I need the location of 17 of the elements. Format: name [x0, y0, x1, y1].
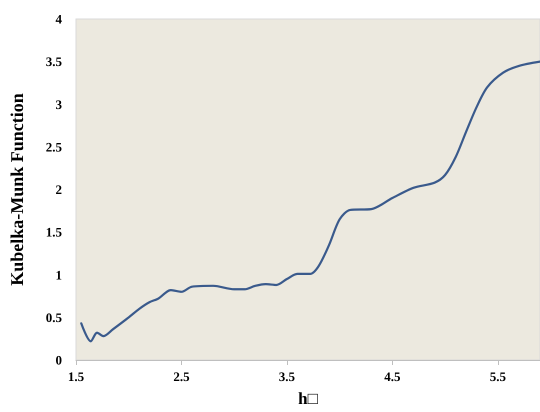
y-tick-label: 2.5 [46, 139, 62, 154]
line-series [80, 60, 540, 342]
y-tick-label: 1 [56, 267, 62, 282]
y-tick-label: 4 [56, 12, 62, 26]
y-tick-label: 2 [56, 182, 62, 197]
x-axis-title: h□ [298, 389, 319, 408]
x-tick-label: 4.5 [384, 369, 401, 384]
x-tick-label: 5.5 [490, 369, 506, 384]
y-tick-label: 0 [56, 352, 62, 368]
x-tick-label: 2.5 [173, 369, 190, 384]
x-tick-label: 1.5 [68, 369, 85, 384]
y-tick-label: 3 [56, 96, 62, 112]
y-tick-label: 3.5 [46, 54, 62, 70]
y-axis-title: Kubelka-Munk Function [7, 93, 27, 286]
y-tick-label: 0.5 [46, 310, 62, 325]
x-tick-label: 3.5 [278, 369, 296, 384]
y-tick-label: 1.5 [46, 224, 62, 240]
